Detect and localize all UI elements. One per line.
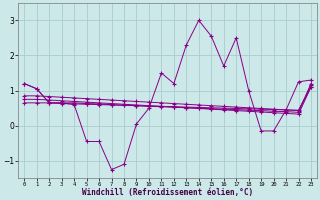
X-axis label: Windchill (Refroidissement éolien,°C): Windchill (Refroidissement éolien,°C) [82, 188, 253, 197]
